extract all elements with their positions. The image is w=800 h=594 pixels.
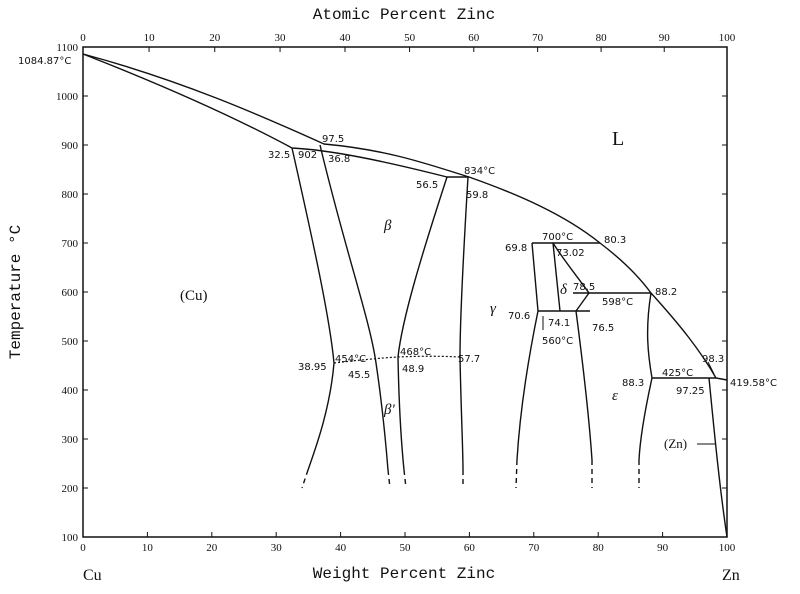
phase-label: γ [490,301,497,317]
y-tick-label: 1000 [56,91,79,103]
annotation: 88.3 [622,378,644,389]
phase-label: (Zn) [664,436,687,451]
annotation: 56.5 [416,180,438,191]
top-tick-label: 50 [404,32,416,44]
y-tick-label: 400 [62,385,79,397]
annotation: 902 [298,150,317,161]
annotation: 32.5 [268,150,290,161]
y-tick-label: 900 [62,140,79,152]
annotation: 36.8 [328,154,350,165]
annotation: 97.5 [322,134,344,145]
x-tick-label: 40 [335,542,347,554]
y-axis-label: Temperature °C [7,225,25,359]
top-tick-label: 90 [659,32,671,44]
left-end-label: Cu [83,567,102,584]
top-tick-label: 30 [275,32,287,44]
annotation: 598°C [602,297,633,308]
y-tick-label: 300 [62,434,79,446]
x-tick-label: 100 [719,542,736,554]
x-tick-label: 10 [142,542,154,554]
annotation: 98.3 [702,354,724,365]
y-tick-label: 200 [62,483,79,495]
top-tick-label: 100 [719,32,736,44]
right-end-label: Zn [722,567,740,584]
annotation: 78.5 [573,282,595,293]
x-tick-label: 90 [657,542,669,554]
phase-label: β [383,218,392,234]
x-tick-label: 80 [593,542,605,554]
x-tick-label: 70 [528,542,540,554]
annotation: 468°C [400,347,431,358]
annotation: 1084.87°C [18,56,71,67]
top-tick-label: 60 [468,32,480,44]
y-tick-label: 100 [62,532,79,544]
annotation: 419.58°C [730,378,777,389]
annotation: 560°C [542,336,573,347]
annotation: 76.5 [592,323,614,334]
phase-label: L [612,128,624,150]
top-axis-label: Atomic Percent Zinc [313,6,495,24]
top-tick-label: 70 [532,32,544,44]
top-tick-label: 20 [209,32,221,44]
x-tick-label: 50 [400,542,412,554]
y-tick-label: 500 [62,336,79,348]
top-tick-label: 10 [144,32,156,44]
annotation: 48.9 [402,364,424,375]
x-tick-label: 0 [80,542,86,554]
phase-label: ε [612,388,618,404]
top-tick-label: 0 [80,32,86,44]
bottom-axis-label: Weight Percent Zinc [313,565,495,583]
y-tick-label: 1100 [56,42,78,54]
annotation: 834°C [464,166,495,177]
phase-label: (Cu) [180,288,208,304]
annotation: 38.95 [298,362,327,373]
phase-label: β' [383,402,395,418]
y-tick-label: 800 [62,189,79,201]
annotation: 57.7 [458,354,480,365]
annotation: 97.25 [676,386,705,397]
top-tick-label: 40 [340,32,352,44]
phase-label: δ [560,282,568,298]
annotation: 74.1 [548,318,570,329]
phase-boundaries [82,53,728,538]
annotation: 45.5 [348,370,370,381]
annotation: 73.02 [556,248,585,259]
annotation: 425°C [662,368,693,379]
x-tick-label: 60 [464,542,476,554]
annotation: 700°C [542,232,573,243]
annotation: 454°C [335,354,366,365]
top-tick-label: 80 [596,32,608,44]
annotation: 70.6 [508,311,530,322]
y-tick-label: 600 [62,287,79,299]
annotation: 80.3 [604,235,626,246]
annotation: 88.2 [655,287,677,298]
y-tick-label: 700 [62,238,79,250]
x-tick-label: 30 [271,542,283,554]
x-tick-label: 20 [206,542,218,554]
annotation: 59.8 [466,190,488,201]
annotation: 69.8 [505,243,527,254]
